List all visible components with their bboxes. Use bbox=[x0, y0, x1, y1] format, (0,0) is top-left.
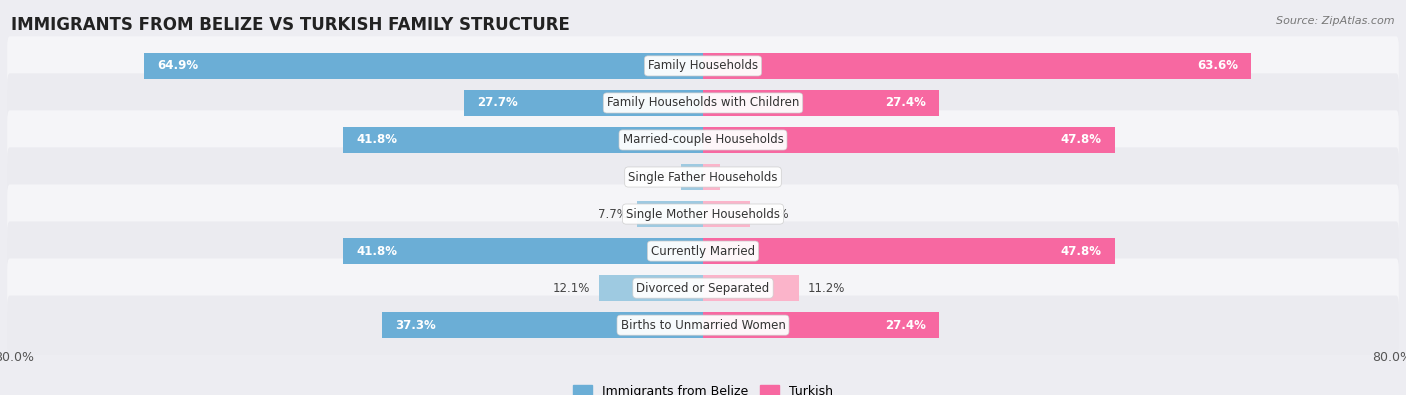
Text: 63.6%: 63.6% bbox=[1197, 59, 1237, 72]
Text: Family Households: Family Households bbox=[648, 59, 758, 72]
FancyBboxPatch shape bbox=[7, 258, 1399, 318]
Bar bbox=[343, 238, 703, 264]
Bar bbox=[637, 201, 703, 228]
Text: IMMIGRANTS FROM BELIZE VS TURKISH FAMILY STRUCTURE: IMMIGRANTS FROM BELIZE VS TURKISH FAMILY… bbox=[11, 16, 569, 34]
Text: 64.9%: 64.9% bbox=[157, 59, 198, 72]
Bar bbox=[703, 238, 1115, 264]
Bar bbox=[703, 312, 939, 339]
Text: 47.8%: 47.8% bbox=[1060, 245, 1102, 258]
Bar bbox=[682, 164, 703, 190]
Text: Single Mother Households: Single Mother Households bbox=[626, 207, 780, 220]
Text: 11.2%: 11.2% bbox=[808, 282, 845, 295]
Text: Source: ZipAtlas.com: Source: ZipAtlas.com bbox=[1277, 16, 1395, 26]
FancyBboxPatch shape bbox=[7, 295, 1399, 355]
Bar bbox=[703, 53, 1251, 79]
Bar bbox=[703, 201, 751, 228]
Text: 27.4%: 27.4% bbox=[886, 96, 927, 109]
Text: Family Households with Children: Family Households with Children bbox=[607, 96, 799, 109]
Text: 27.4%: 27.4% bbox=[886, 319, 927, 332]
Text: Married-couple Households: Married-couple Households bbox=[623, 134, 783, 147]
FancyBboxPatch shape bbox=[7, 147, 1399, 207]
Text: 12.1%: 12.1% bbox=[553, 282, 591, 295]
Bar bbox=[703, 127, 1115, 153]
FancyBboxPatch shape bbox=[7, 36, 1399, 96]
Text: 41.8%: 41.8% bbox=[356, 134, 396, 147]
Text: 2.5%: 2.5% bbox=[643, 171, 673, 184]
Bar bbox=[703, 275, 800, 301]
Text: 47.8%: 47.8% bbox=[1060, 134, 1102, 147]
Text: 37.3%: 37.3% bbox=[395, 319, 436, 332]
Bar bbox=[343, 127, 703, 153]
FancyBboxPatch shape bbox=[7, 184, 1399, 244]
Text: Births to Unmarried Women: Births to Unmarried Women bbox=[620, 319, 786, 332]
Bar bbox=[703, 90, 939, 116]
Text: Single Father Households: Single Father Households bbox=[628, 171, 778, 184]
Text: 27.7%: 27.7% bbox=[478, 96, 519, 109]
Bar bbox=[143, 53, 703, 79]
Text: Divorced or Separated: Divorced or Separated bbox=[637, 282, 769, 295]
FancyBboxPatch shape bbox=[7, 73, 1399, 133]
Text: 5.5%: 5.5% bbox=[759, 207, 789, 220]
Bar bbox=[382, 312, 703, 339]
Text: 41.8%: 41.8% bbox=[356, 245, 396, 258]
Bar bbox=[464, 90, 703, 116]
FancyBboxPatch shape bbox=[7, 222, 1399, 281]
Text: 2.0%: 2.0% bbox=[728, 171, 759, 184]
Text: Currently Married: Currently Married bbox=[651, 245, 755, 258]
Legend: Immigrants from Belize, Turkish: Immigrants from Belize, Turkish bbox=[568, 380, 838, 395]
Text: 7.7%: 7.7% bbox=[598, 207, 628, 220]
Bar bbox=[599, 275, 703, 301]
Bar bbox=[703, 164, 720, 190]
FancyBboxPatch shape bbox=[7, 110, 1399, 169]
